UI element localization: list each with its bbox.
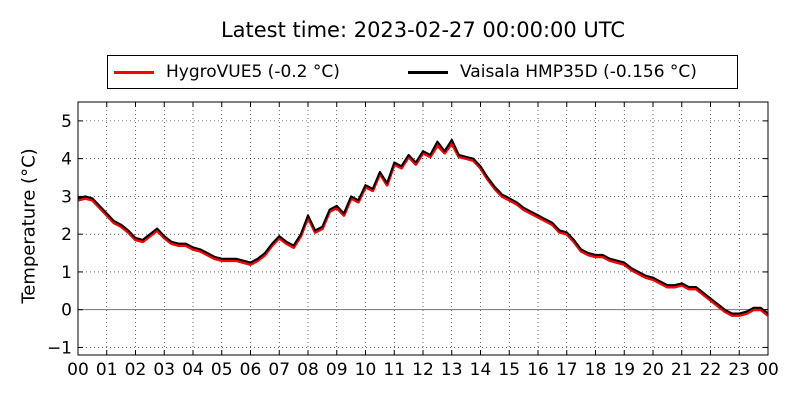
y-tick-label: −1 xyxy=(47,338,72,358)
x-tick-label: 21 xyxy=(671,360,693,380)
y-tick-label: 0 xyxy=(61,301,72,321)
chart-title: Latest time: 2023-02-27 00:00:00 UTC xyxy=(220,18,626,42)
x-tick-label: 13 xyxy=(441,360,463,380)
x-tick-label: 03 xyxy=(153,360,175,380)
axis-ticks: 00 01 02 03 04 05 06 07 08 09 10 11 12 13 14 15 16 17 18 19… xyxy=(47,102,779,380)
x-tick-label: 01 xyxy=(96,360,118,380)
legend-swatch-vaisala xyxy=(408,70,448,74)
legend-item-vaisala: Vaisala HMP35D (-0.156 °C) xyxy=(408,56,697,88)
y-tick-label: 4 xyxy=(61,150,72,170)
legend: HygroVUE5 (-0.2 °C) Vaisala HMP35D (-0.1… xyxy=(107,55,738,89)
x-tick-label: 14 xyxy=(470,360,492,380)
x-tick-label: 10 xyxy=(355,360,377,380)
legend-label-hygrovue5: HygroVUE5 (-0.2 °C) xyxy=(166,62,340,82)
x-tick-label: 15 xyxy=(498,360,520,380)
x-tick-label: 05 xyxy=(211,360,233,380)
x-tick-label: 12 xyxy=(412,360,434,380)
y-tick-label: 5 xyxy=(61,112,72,132)
x-tick-label: 20 xyxy=(642,360,664,380)
x-tick-label: 22 xyxy=(700,360,722,380)
x-tick-label: 04 xyxy=(182,360,204,380)
legend-label-vaisala: Vaisala HMP35D (-0.156 °C) xyxy=(460,62,697,82)
x-tick-label: 02 xyxy=(125,360,147,380)
x-tick-label: 11 xyxy=(383,360,405,380)
x-tick-label: 06 xyxy=(240,360,262,380)
y-tick-label: 2 xyxy=(61,225,72,245)
x-tick-label: 09 xyxy=(326,360,348,380)
x-tick-label: 07 xyxy=(268,360,290,380)
series-layer xyxy=(77,138,769,317)
x-tick-label: 00 xyxy=(67,360,89,380)
x-tick-label: 18 xyxy=(585,360,607,380)
series-line-hygrovue5 xyxy=(77,142,769,317)
grid xyxy=(78,102,768,355)
x-tick-label: 23 xyxy=(728,360,750,380)
x-tick-label: 19 xyxy=(613,360,635,380)
plot-frame xyxy=(77,101,769,356)
legend-item-hygrovue5: HygroVUE5 (-0.2 °C) xyxy=(114,56,340,88)
x-tick-label: 08 xyxy=(297,360,319,380)
x-tick-label: 17 xyxy=(556,360,578,380)
y-tick-label: 1 xyxy=(61,263,72,283)
x-tick-label: 16 xyxy=(527,360,549,380)
x-tick-label: 00 xyxy=(757,360,779,380)
y-tick-label: 3 xyxy=(61,187,72,207)
legend-swatch-hygrovue5 xyxy=(114,70,154,74)
series-line-vaisala xyxy=(77,138,769,315)
